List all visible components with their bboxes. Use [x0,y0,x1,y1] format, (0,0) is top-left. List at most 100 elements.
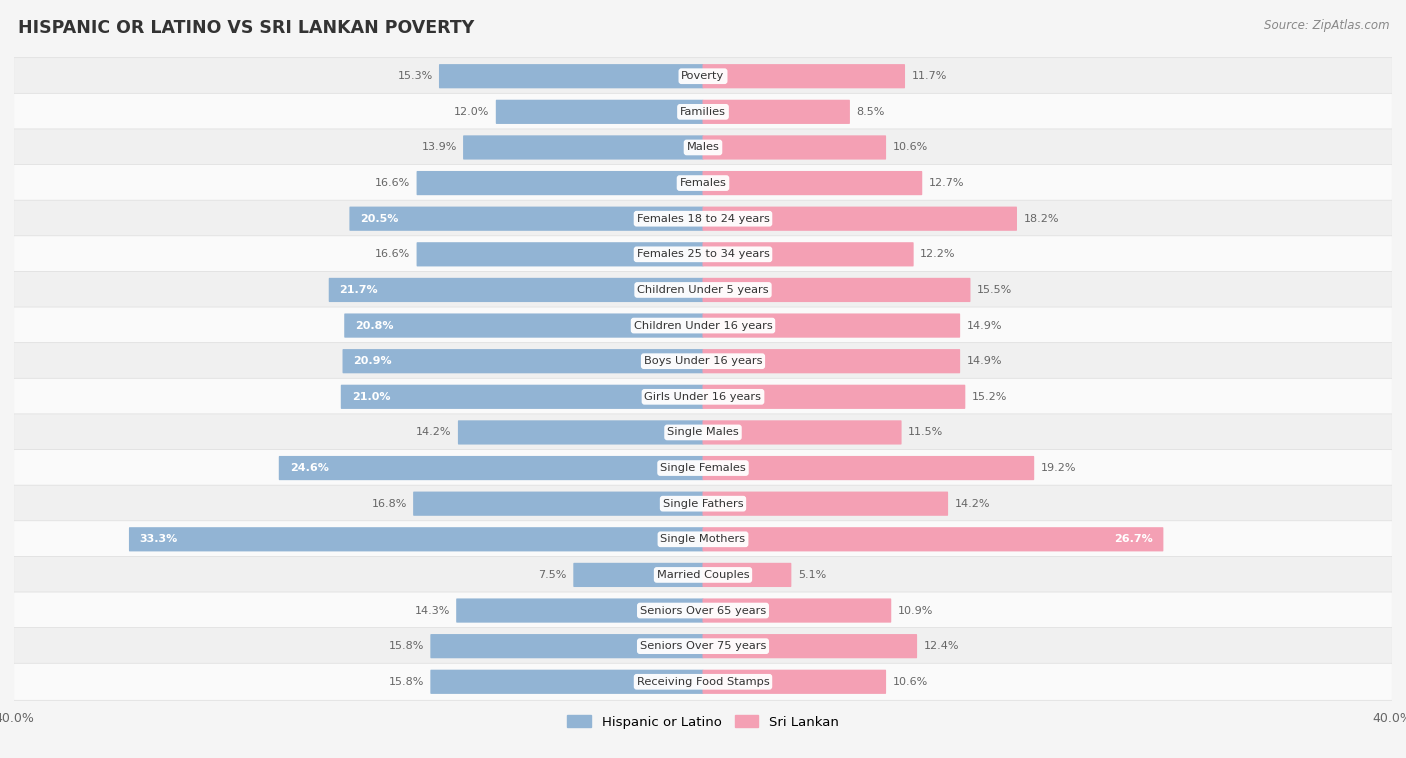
FancyBboxPatch shape [14,164,1392,202]
Text: 14.3%: 14.3% [415,606,450,615]
Text: Single Mothers: Single Mothers [661,534,745,544]
FancyBboxPatch shape [14,485,1392,522]
FancyBboxPatch shape [14,93,1392,130]
Text: 15.3%: 15.3% [398,71,433,81]
Text: 14.9%: 14.9% [966,321,1002,330]
Text: 10.6%: 10.6% [893,677,928,687]
FancyBboxPatch shape [703,527,1163,551]
Text: Females 18 to 24 years: Females 18 to 24 years [637,214,769,224]
Text: 14.2%: 14.2% [955,499,990,509]
FancyBboxPatch shape [14,129,1392,166]
FancyBboxPatch shape [14,236,1392,273]
FancyBboxPatch shape [496,100,703,124]
Text: 12.2%: 12.2% [920,249,956,259]
Text: 21.0%: 21.0% [352,392,389,402]
FancyBboxPatch shape [703,421,901,444]
Text: 15.8%: 15.8% [388,677,425,687]
FancyBboxPatch shape [703,207,1017,231]
Text: 12.7%: 12.7% [928,178,965,188]
Text: 15.5%: 15.5% [977,285,1012,295]
FancyBboxPatch shape [703,492,948,515]
Text: 16.8%: 16.8% [371,499,406,509]
FancyBboxPatch shape [456,598,703,622]
Text: Married Couples: Married Couples [657,570,749,580]
FancyBboxPatch shape [14,521,1392,558]
Text: 15.2%: 15.2% [972,392,1007,402]
FancyBboxPatch shape [703,634,917,658]
Text: 15.8%: 15.8% [388,641,425,651]
Text: Females 25 to 34 years: Females 25 to 34 years [637,249,769,259]
Text: 14.2%: 14.2% [416,428,451,437]
Text: HISPANIC OR LATINO VS SRI LANKAN POVERTY: HISPANIC OR LATINO VS SRI LANKAN POVERTY [18,19,475,37]
FancyBboxPatch shape [14,58,1392,95]
FancyBboxPatch shape [703,456,1035,480]
FancyBboxPatch shape [703,100,849,124]
Text: Source: ZipAtlas.com: Source: ZipAtlas.com [1264,19,1389,32]
Text: Boys Under 16 years: Boys Under 16 years [644,356,762,366]
Text: Families: Families [681,107,725,117]
Text: 12.4%: 12.4% [924,641,959,651]
FancyBboxPatch shape [439,64,703,89]
FancyBboxPatch shape [703,64,905,89]
FancyBboxPatch shape [463,136,703,160]
FancyBboxPatch shape [14,343,1392,380]
FancyBboxPatch shape [340,385,703,409]
Text: 20.9%: 20.9% [353,356,392,366]
Text: Males: Males [686,143,720,152]
Text: Single Females: Single Females [661,463,745,473]
Text: Receiving Food Stamps: Receiving Food Stamps [637,677,769,687]
Text: 11.7%: 11.7% [911,71,946,81]
Text: Single Fathers: Single Fathers [662,499,744,509]
FancyBboxPatch shape [413,492,703,515]
Text: Seniors Over 75 years: Seniors Over 75 years [640,641,766,651]
FancyBboxPatch shape [329,278,703,302]
Text: 10.6%: 10.6% [893,143,928,152]
FancyBboxPatch shape [703,598,891,622]
FancyBboxPatch shape [458,421,703,444]
FancyBboxPatch shape [703,171,922,196]
FancyBboxPatch shape [14,628,1392,665]
FancyBboxPatch shape [278,456,703,480]
Text: 8.5%: 8.5% [856,107,884,117]
FancyBboxPatch shape [703,314,960,337]
Text: Girls Under 16 years: Girls Under 16 years [644,392,762,402]
Text: 11.5%: 11.5% [908,428,943,437]
FancyBboxPatch shape [14,378,1392,415]
FancyBboxPatch shape [574,562,703,587]
Text: Children Under 5 years: Children Under 5 years [637,285,769,295]
Text: 14.9%: 14.9% [966,356,1002,366]
Text: 16.6%: 16.6% [375,249,411,259]
Text: 18.2%: 18.2% [1024,214,1059,224]
FancyBboxPatch shape [703,349,960,373]
Text: 5.1%: 5.1% [797,570,825,580]
Text: Children Under 16 years: Children Under 16 years [634,321,772,330]
FancyBboxPatch shape [430,669,703,694]
FancyBboxPatch shape [14,200,1392,237]
FancyBboxPatch shape [703,669,886,694]
FancyBboxPatch shape [430,634,703,658]
Text: 24.6%: 24.6% [290,463,329,473]
FancyBboxPatch shape [703,385,966,409]
FancyBboxPatch shape [416,171,703,196]
Text: 7.5%: 7.5% [538,570,567,580]
FancyBboxPatch shape [703,278,970,302]
FancyBboxPatch shape [703,562,792,587]
Legend: Hispanic or Latino, Sri Lankan: Hispanic or Latino, Sri Lankan [562,710,844,735]
Text: 20.5%: 20.5% [360,214,399,224]
Text: Seniors Over 65 years: Seniors Over 65 years [640,606,766,615]
FancyBboxPatch shape [14,449,1392,487]
Text: 21.7%: 21.7% [340,285,378,295]
FancyBboxPatch shape [14,271,1392,309]
Text: 13.9%: 13.9% [422,143,457,152]
Text: 33.3%: 33.3% [139,534,179,544]
FancyBboxPatch shape [14,556,1392,594]
Text: Poverty: Poverty [682,71,724,81]
FancyBboxPatch shape [129,527,703,551]
Text: 16.6%: 16.6% [375,178,411,188]
Text: 26.7%: 26.7% [1114,534,1153,544]
FancyBboxPatch shape [416,243,703,266]
Text: 12.0%: 12.0% [454,107,489,117]
Text: Females: Females [679,178,727,188]
FancyBboxPatch shape [703,243,914,266]
FancyBboxPatch shape [14,414,1392,451]
